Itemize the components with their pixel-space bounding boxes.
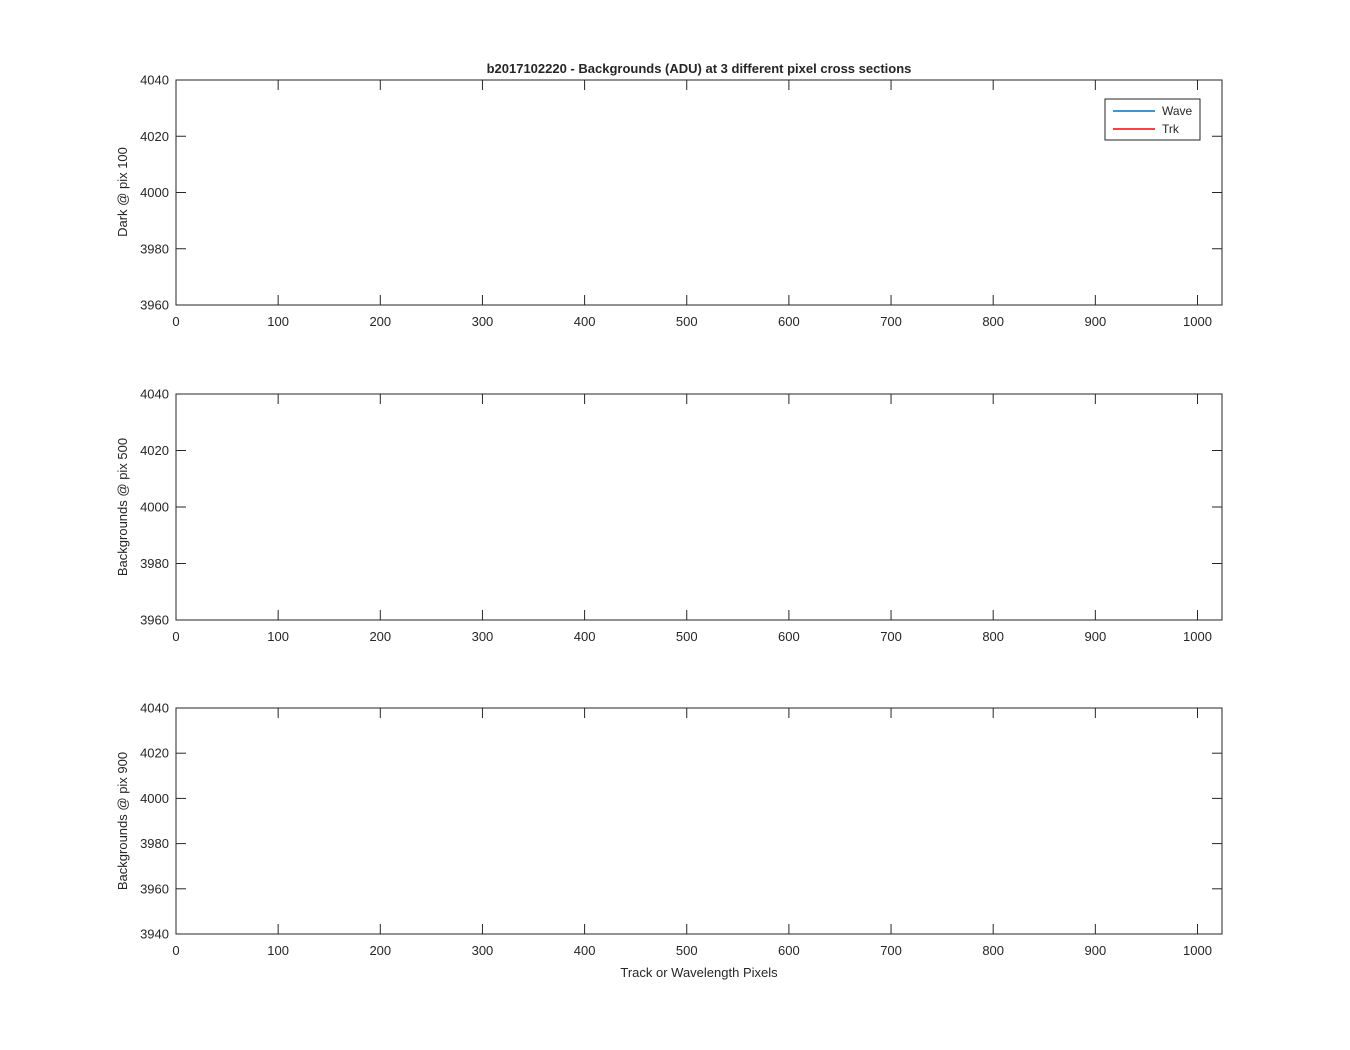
legend-label-wave: Wave [1162, 104, 1193, 118]
x-tick-label: 700 [880, 943, 902, 958]
x-tick-label: 100 [267, 314, 289, 329]
x-tick-label: 700 [880, 314, 902, 329]
y-tick-label: 3960 [140, 298, 169, 313]
y-axis-label: Backgrounds @ pix 500 [115, 438, 130, 576]
x-tick-label: 100 [267, 943, 289, 958]
x-tick-label: 0 [172, 943, 179, 958]
x-tick-label: 700 [880, 629, 902, 644]
x-tick-label: 600 [778, 943, 800, 958]
y-tick-label: 4040 [140, 701, 169, 716]
x-axis-label: Track or Wavelength Pixels [620, 965, 778, 980]
x-tick-label: 300 [472, 314, 494, 329]
axes-frame [175, 393, 1223, 621]
x-tick-label: 900 [1084, 629, 1106, 644]
x-tick-label: 200 [369, 314, 391, 329]
y-tick-label: 4000 [140, 791, 169, 806]
y-tick-label: 3980 [140, 241, 169, 256]
x-tick-label: 0 [172, 629, 179, 644]
x-tick-label: 900 [1084, 943, 1106, 958]
x-tick-label: 1000 [1183, 629, 1212, 644]
x-tick-label: 600 [778, 314, 800, 329]
x-tick-label: 400 [574, 629, 596, 644]
x-tick-label: 300 [472, 943, 494, 958]
x-tick-label: 200 [369, 629, 391, 644]
y-tick-label: 4020 [140, 443, 169, 458]
legend-box [1104, 98, 1201, 141]
backgrounds-pix-500-axes: Backgrounds @ pix 500 0 100 200 300 400 500 60… [115, 387, 1223, 644]
axes-frame [175, 79, 1223, 306]
x-tick-label: 500 [676, 943, 698, 958]
x-tick-label: 900 [1084, 314, 1106, 329]
x-tick-label: 0 [172, 314, 179, 329]
y-tick-label: 4040 [140, 387, 169, 402]
x-tick-label: 1000 [1183, 943, 1212, 958]
y-tick-label: 3960 [140, 613, 169, 628]
x-tick-label: 800 [982, 314, 1004, 329]
x-tick-label: 800 [982, 943, 1004, 958]
x-tick-label: 1000 [1183, 314, 1212, 329]
legend-label-trk: Trk [1162, 122, 1180, 136]
axes-frame [175, 707, 1223, 935]
y-tick-label: 4020 [140, 746, 169, 761]
y-tick-label: 4000 [140, 185, 169, 200]
x-tick-label: 500 [676, 314, 698, 329]
x-tick-label: 400 [574, 314, 596, 329]
x-tick-label: 300 [472, 629, 494, 644]
x-tick-label: 800 [982, 629, 1004, 644]
y-tick-label: 3980 [140, 836, 169, 851]
y-tick-label: 3980 [140, 556, 169, 571]
backgrounds-pix-900-axes: Backgrounds @ pix 900 Track or Wavelengt… [115, 701, 1223, 980]
y-tick-label: 4040 [140, 73, 169, 88]
x-tick-label: 200 [369, 943, 391, 958]
y-tick-label: 3960 [140, 881, 169, 896]
y-axis-label: Backgrounds @ pix 900 [115, 752, 130, 890]
x-tick-label: 600 [778, 629, 800, 644]
x-tick-label: 400 [574, 943, 596, 958]
legend: Wave Trk [1104, 98, 1201, 141]
chart-title: b2017102220 - Backgrounds (ADU) at 3 dif… [487, 61, 912, 76]
y-axis-label: Dark @ pix 100 [115, 147, 130, 237]
dark-pix-100-axes: b2017102220 - Backgrounds (ADU) at 3 dif… [115, 61, 1223, 329]
x-tick-label: 500 [676, 629, 698, 644]
x-tick-label: 100 [267, 629, 289, 644]
y-tick-label: 4000 [140, 500, 169, 515]
y-tick-label: 3940 [140, 927, 169, 942]
y-tick-label: 4020 [140, 129, 169, 144]
